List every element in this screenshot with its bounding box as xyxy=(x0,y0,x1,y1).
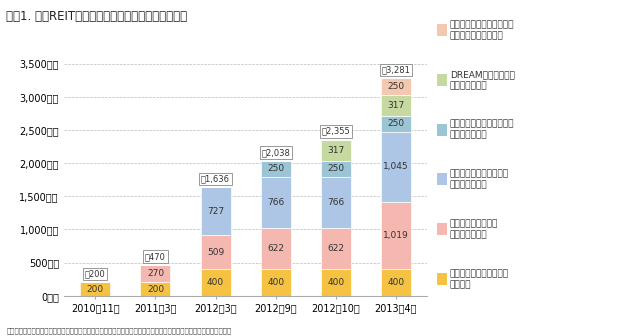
Text: 622: 622 xyxy=(267,244,284,253)
Text: 計1,636: 計1,636 xyxy=(201,174,230,183)
Text: 1,045: 1,045 xyxy=(383,162,409,171)
Bar xyxy=(381,269,411,296)
Text: 野村不動産プライベート
投資法人: 野村不動産プライベート 投資法人 xyxy=(450,269,509,289)
Text: 250: 250 xyxy=(387,82,404,91)
Text: 1,019: 1,019 xyxy=(383,231,409,240)
Bar xyxy=(200,236,230,269)
Text: 766: 766 xyxy=(327,198,345,207)
Bar xyxy=(321,161,351,177)
Text: 400: 400 xyxy=(267,278,285,287)
Bar xyxy=(261,269,291,296)
Text: 日本オープンエンド
不動産投資法人: 日本オープンエンド 不動産投資法人 xyxy=(450,219,498,239)
Text: 三井不動産プライベート
リート投資法人: 三井不動産プライベート リート投資法人 xyxy=(450,169,509,190)
Bar xyxy=(261,177,291,228)
Text: 計2,355: 計2,355 xyxy=(322,127,350,136)
Text: 計200: 計200 xyxy=(85,270,106,279)
Text: 大和証券レジデンシャル・
プライベート投資法人: 大和証券レジデンシャル・ プライベート投資法人 xyxy=(450,20,514,40)
Text: 509: 509 xyxy=(207,248,224,257)
Text: 622: 622 xyxy=(327,244,345,253)
Bar xyxy=(321,269,351,296)
Bar xyxy=(381,116,411,132)
Bar xyxy=(381,95,411,116)
Text: 317: 317 xyxy=(387,101,404,110)
Text: ジャパン・プライベート・
リート投資法人: ジャパン・プライベート・ リート投資法人 xyxy=(450,120,514,140)
Text: 200: 200 xyxy=(87,285,104,294)
Text: 250: 250 xyxy=(387,120,404,128)
Text: 250: 250 xyxy=(327,164,345,173)
Text: 727: 727 xyxy=(207,207,224,216)
Text: 計3,281: 計3,281 xyxy=(382,66,410,75)
Text: 270: 270 xyxy=(147,269,164,278)
Text: 400: 400 xyxy=(387,278,404,287)
Bar xyxy=(321,228,351,269)
Text: 317: 317 xyxy=(327,145,345,155)
Text: 200: 200 xyxy=(147,285,164,294)
Bar xyxy=(321,139,351,161)
Bar xyxy=(381,202,411,269)
Bar xyxy=(200,269,230,296)
Text: 400: 400 xyxy=(207,278,224,287)
Bar xyxy=(381,132,411,202)
Text: 計2,038: 計2,038 xyxy=(261,148,290,157)
Bar xyxy=(80,283,110,296)
Text: 出所）各社ホームページ、プレスリリースおよび新聞・雑誌記事の公表情報をもとに三井住友トラスト基礎研究所作成: 出所）各社ホームページ、プレスリリースおよび新聞・雑誌記事の公表情報をもとに三井… xyxy=(6,328,232,334)
Text: 250: 250 xyxy=(267,164,285,173)
Text: 766: 766 xyxy=(267,198,285,207)
Text: 400: 400 xyxy=(327,278,345,287)
Text: 計470: 計470 xyxy=(145,252,166,261)
Text: DREAMプライベート
リート投資法人: DREAMプライベート リート投資法人 xyxy=(450,70,515,90)
Bar xyxy=(140,264,170,283)
Bar xyxy=(381,78,411,95)
Bar xyxy=(261,228,291,269)
Bar xyxy=(261,161,291,177)
Bar xyxy=(321,177,351,228)
Bar xyxy=(200,187,230,236)
Text: 図表1. 私募REITの資産規模推移（取得価格ベース）: 図表1. 私募REITの資産規模推移（取得価格ベース） xyxy=(6,10,188,23)
Bar xyxy=(140,283,170,296)
